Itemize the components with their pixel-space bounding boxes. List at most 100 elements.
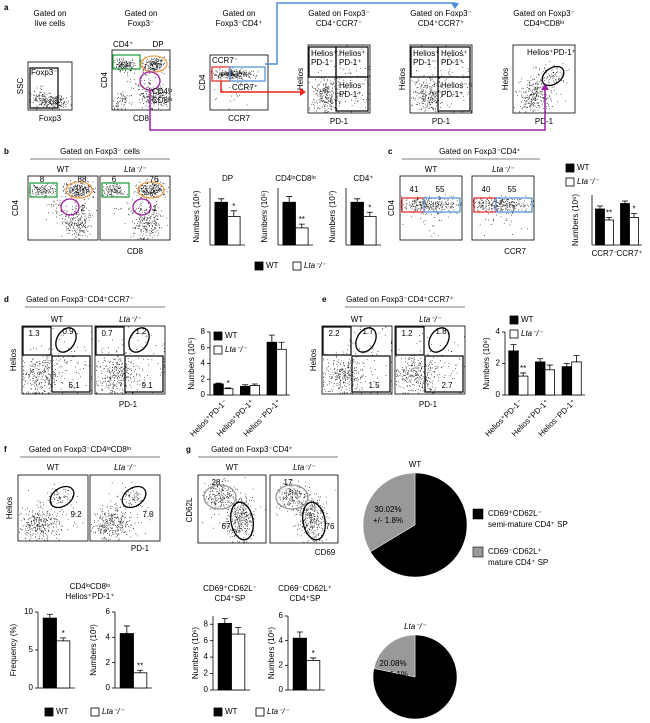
y-tick-label: 0 [201, 390, 206, 399]
gate [49, 485, 75, 509]
gate [51, 355, 91, 393]
plot-title: WT [351, 315, 364, 324]
plot-frame [111, 49, 171, 111]
gate-percent: 88 [78, 175, 87, 184]
bar [222, 388, 234, 396]
plot-title: Gated on [34, 9, 67, 18]
y-tick-label: 8 [204, 619, 209, 628]
y-axis-label: CD4 [198, 74, 207, 91]
gate [203, 484, 237, 510]
plot-title: Lta⁻/⁻ [114, 463, 137, 472]
panel-header: Gated on Foxp3⁻CD4⁺ [211, 445, 293, 454]
plot-title: WT [57, 165, 70, 174]
significance: * [312, 649, 315, 658]
gate-percent: 1.2 [401, 329, 413, 338]
gate [335, 76, 369, 112]
dot-cloud [514, 53, 570, 113]
legend-swatch [213, 345, 223, 355]
bar [517, 375, 529, 396]
chart-title: Helios⁺PD-1⁺ [66, 592, 115, 601]
plot-title: WT [47, 463, 60, 472]
slice-label: 20.08% [379, 659, 406, 668]
y-axis-label: Frequency (%) [9, 623, 18, 676]
panel-header: Gated on Foxp3⁻ cells [60, 147, 140, 156]
legend-swatch [565, 177, 575, 187]
gate [60, 198, 80, 216]
plot-frame [269, 474, 339, 544]
panel-header: Gated on Foxp3⁻CD4⁺CCR7⁻ [26, 295, 134, 304]
gate-label: Helios⁺ [413, 49, 439, 58]
gate [95, 326, 125, 356]
gate-label: Foxp3⁻ [31, 68, 57, 77]
error-bar [622, 200, 628, 204]
gate-percent: 1.5 [368, 381, 380, 390]
gate-label: PD-1⁺ [339, 58, 361, 67]
plot-frame [394, 325, 466, 395]
bar [276, 348, 287, 396]
bar [350, 201, 364, 246]
bar [620, 203, 630, 246]
legend-swatch [509, 315, 519, 325]
legend-label: mature CD4⁺ SP [488, 558, 548, 567]
chart-title: CD69⁺CD62L⁻ [203, 584, 257, 593]
bar [249, 385, 261, 396]
gate-percent: 76 [150, 175, 159, 184]
y-axis-label: Helios [9, 349, 18, 371]
plot-title: CD4ˡᵒCD8ˡᵒ [524, 19, 565, 28]
gate-label: CD4⁺ [113, 40, 133, 49]
legend-swatch [472, 508, 484, 520]
error-bar [597, 205, 603, 209]
error-bar [510, 344, 517, 351]
y-axis-label: Numbers (10³) [89, 624, 98, 676]
pie-title: WT [409, 460, 422, 469]
significance: ** [299, 215, 305, 224]
error-bar [366, 211, 373, 217]
error-bar [537, 358, 544, 362]
plot-frame [512, 44, 576, 114]
bar [213, 383, 224, 396]
slice-error-label: +/- 1.6% [407, 703, 437, 712]
error-bar [235, 627, 242, 635]
error-bar [631, 213, 637, 218]
x-axis-label: CD8 [133, 114, 150, 123]
gate-percent: 55 [508, 185, 517, 194]
y-axis-label: Numbers (10⁶) [571, 194, 580, 247]
gate [137, 181, 165, 199]
y-axis-label: Numbers (10⁵) [260, 190, 269, 243]
legend-label: WT [266, 261, 279, 270]
error-bar [251, 383, 258, 386]
significance: * [632, 205, 635, 214]
y-tick-label: 4 [106, 632, 111, 641]
bar [239, 385, 251, 396]
error-bar [123, 625, 130, 634]
bar [544, 369, 556, 396]
bar [42, 617, 57, 689]
gate-label: Helios⁺ [311, 49, 337, 58]
panel-label: b [4, 147, 9, 156]
gate-label: Helios⁺ [441, 49, 467, 58]
pie-slice [362, 472, 416, 553]
dot-cloud [211, 67, 259, 110]
bar [535, 361, 546, 396]
error-bar [221, 618, 228, 624]
error-bar [218, 198, 225, 203]
gate [65, 181, 93, 199]
gate-label: PD-1⁺ [441, 58, 463, 67]
plot-title: Lta⁻/⁻ [419, 315, 442, 324]
plot-title: Gated on [223, 9, 256, 18]
plot-frame [21, 325, 93, 395]
dot-cloud [202, 477, 266, 543]
y-tick-label: 2 [201, 374, 206, 383]
y-tick-label: 0 [106, 683, 111, 692]
y-axis-label: Numbers (10⁶) [191, 627, 200, 680]
bar [133, 672, 148, 689]
y-tick-label: 10 [24, 607, 33, 616]
legend-swatch [509, 329, 519, 339]
y-tick-label: 2 [106, 658, 111, 667]
plot-title: Lta⁻/⁻ [119, 315, 142, 324]
legend-label: WT [56, 707, 69, 716]
y-axis-label: SSC [16, 78, 25, 95]
y-axis-label: Helios [296, 68, 305, 90]
legend-swatch [90, 707, 100, 717]
y-tick-label: 0 [204, 685, 209, 694]
